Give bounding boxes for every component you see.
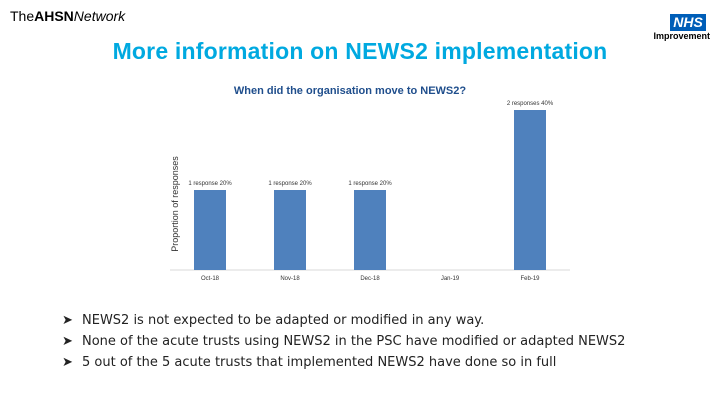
x-tick-label-Feb-19: Feb-19 bbox=[520, 276, 540, 282]
chart-title: When did the organisation move to NEWS2? bbox=[234, 85, 467, 97]
bullet-item: ➤ NEWS2 is not expected to be adapted or … bbox=[62, 310, 625, 331]
logo-prefix: The bbox=[10, 8, 35, 24]
data-label-Dec-18: 1 response 20% bbox=[348, 181, 392, 187]
x-tick-label-Dec-18: Dec-18 bbox=[360, 276, 380, 282]
bullet-arrow-icon: ➤ bbox=[62, 313, 73, 328]
bar-chart: When did the organisation move to NEWS2?… bbox=[160, 74, 580, 286]
data-label-Oct-18: 1 response 20% bbox=[188, 181, 232, 187]
bullet-arrow-icon: ➤ bbox=[62, 355, 73, 370]
bar-Feb-19 bbox=[514, 110, 546, 270]
x-tick-label-Jan-19: Jan-19 bbox=[441, 276, 460, 282]
bullet-text: None of the acute trusts using NEWS2 in … bbox=[82, 334, 626, 349]
bar-Nov-18 bbox=[274, 190, 306, 270]
chart-svg: When did the organisation move to NEWS2?… bbox=[170, 85, 570, 282]
x-tick-label-Oct-18: Oct-18 bbox=[201, 276, 220, 282]
ahsn-network-logo: TheAHSNNetwork bbox=[10, 8, 125, 24]
x-tick-label-Nov-18: Nov-18 bbox=[280, 276, 300, 282]
nhs-logo: NHS bbox=[670, 14, 706, 31]
bullet-text: NEWS2 is not expected to be adapted or m… bbox=[82, 313, 485, 328]
bullet-item: ➤ 5 out of the 5 acute trusts that implem… bbox=[62, 352, 625, 373]
page-title: More information on NEWS2 implementation bbox=[112, 38, 608, 64]
bullet-text: 5 out of the 5 acute trusts that impleme… bbox=[82, 355, 557, 370]
bar-Oct-18 bbox=[194, 190, 226, 270]
bar-Dec-18 bbox=[354, 190, 386, 270]
bullet-arrow-icon: ➤ bbox=[62, 334, 73, 349]
bullet-item: ➤ None of the acute trusts using NEWS2 in… bbox=[62, 331, 625, 352]
chart-y-axis-label: Proportion of responses bbox=[170, 156, 180, 252]
bullet-list: ➤ NEWS2 is not expected to be adapted or … bbox=[62, 310, 625, 373]
data-label-Nov-18: 1 response 20% bbox=[268, 181, 312, 187]
logo-suffix: Network bbox=[73, 8, 126, 24]
logo-bold: AHSN bbox=[34, 8, 74, 24]
chart-bars: 1 response 20% Oct-18 1 response 20% Nov-18… bbox=[170, 101, 570, 282]
nhs-improvement-label: Improvement bbox=[653, 31, 710, 41]
data-label-Feb-19: 2 responses 40% bbox=[507, 101, 554, 107]
